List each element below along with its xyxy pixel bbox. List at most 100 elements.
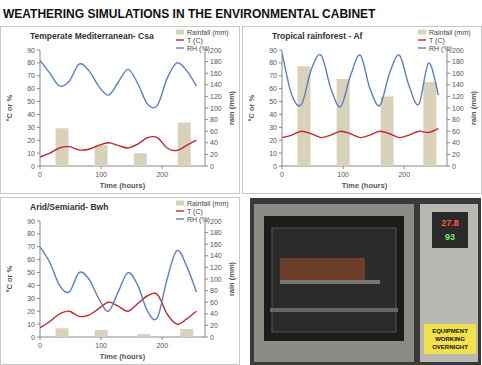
y-tick xyxy=(37,62,40,63)
x-tick xyxy=(101,337,102,340)
y2-tick xyxy=(205,154,208,155)
x-tick-label: 0 xyxy=(280,171,284,178)
legend-swatch xyxy=(176,210,184,211)
legend-label: T (C) xyxy=(187,37,203,45)
y2-tick xyxy=(447,73,450,74)
y2-tick xyxy=(205,96,208,97)
y2-tick-label: 200 xyxy=(452,47,464,54)
display-panel xyxy=(432,212,468,248)
y2-tick-label: 40 xyxy=(452,139,460,146)
y2-tick-label: 20 xyxy=(210,322,218,329)
y2-tick xyxy=(447,142,450,143)
x-tick xyxy=(404,166,405,169)
legend-swatch xyxy=(176,201,184,206)
y-axis-title: ºC or % xyxy=(5,265,14,292)
y-tick-label: 90 xyxy=(27,218,35,225)
y-tick xyxy=(37,101,40,102)
y-tick-label: 0 xyxy=(31,163,35,170)
plot-area xyxy=(40,247,196,337)
y2-tick-label: 160 xyxy=(210,241,222,248)
y2-tick-label: 200 xyxy=(210,47,222,54)
chart-title: Temperate Mediterranean- Csa xyxy=(30,31,154,41)
y-tick-label: 20 xyxy=(269,137,277,144)
y2-axis-title: rain (mm) xyxy=(469,90,478,125)
legend-swatch xyxy=(176,39,184,40)
legend-label: T (C) xyxy=(187,208,203,216)
series-line xyxy=(40,293,196,328)
y2-tick-label: 200 xyxy=(210,218,222,225)
y2-tick xyxy=(205,244,208,245)
y-tick xyxy=(37,285,40,286)
y-tick-label: 80 xyxy=(27,59,35,66)
y-tick-label: 70 xyxy=(27,243,35,250)
y2-tick xyxy=(205,61,208,62)
y-tick-label: 10 xyxy=(27,321,35,328)
chart-panel: Arid/Semiarid- Bwh0102030405060708090020… xyxy=(1,198,240,365)
rain-bar xyxy=(95,330,108,337)
x-tick-label: 100 xyxy=(95,171,107,178)
y-tick-label: 60 xyxy=(269,85,277,92)
y2-tick-label: 140 xyxy=(210,252,222,259)
y-tick-label: 20 xyxy=(27,308,35,315)
y2-tick-label: 0 xyxy=(210,163,214,170)
y2-tick xyxy=(205,131,208,132)
y2-tick-label: 0 xyxy=(452,163,456,170)
y2-tick xyxy=(205,119,208,120)
rain-bar xyxy=(423,82,436,166)
chart-panel: Tropical rainforest - Af0102030405060708… xyxy=(243,27,482,194)
y2-tick-label: 80 xyxy=(452,116,460,123)
display-value: 93 xyxy=(445,232,455,242)
y2-tick-label: 160 xyxy=(452,70,464,77)
legend-swatch xyxy=(176,218,184,219)
y2-tick-label: 60 xyxy=(210,299,218,306)
x-tick-label: 0 xyxy=(38,342,42,349)
y-tick-label: 0 xyxy=(273,163,277,170)
x-tick xyxy=(40,337,41,340)
figure-title: WEATHERING SIMULATIONS IN THE ENVIRONMEN… xyxy=(3,7,376,21)
chamber-interior xyxy=(264,216,404,341)
legend-swatch xyxy=(176,47,184,48)
y2-tick xyxy=(205,290,208,291)
y2-tick-label: 180 xyxy=(210,229,222,236)
y-tick xyxy=(37,114,40,115)
legend-label: Rainfall (mm) xyxy=(187,200,229,208)
y-tick xyxy=(37,221,40,222)
y-tick xyxy=(37,298,40,299)
y2-tick xyxy=(447,166,450,167)
legend-label: Rainfall (mm) xyxy=(187,29,229,37)
y-tick-label: 20 xyxy=(27,137,35,144)
panel-frame xyxy=(1,27,240,194)
y-tick xyxy=(279,75,282,76)
display-value: 27.8 xyxy=(441,218,459,228)
control-column xyxy=(420,204,478,362)
y2-tick-label: 40 xyxy=(210,310,218,317)
figure: WEATHERING SIMULATIONS IN THE ENVIRONMEN… xyxy=(0,0,482,365)
y2-tick xyxy=(205,84,208,85)
legend-label: RH (%) xyxy=(187,216,210,224)
y2-tick xyxy=(447,131,450,132)
y-tick-label: 30 xyxy=(269,124,277,131)
x-tick-label: 100 xyxy=(95,342,107,349)
y2-tick xyxy=(447,84,450,85)
y-tick xyxy=(37,324,40,325)
legend-label: RH (%) xyxy=(429,45,452,53)
x-tick xyxy=(162,166,163,169)
series-line xyxy=(40,137,196,157)
y-tick xyxy=(279,88,282,89)
legend-swatch xyxy=(418,30,426,35)
photo-background xyxy=(250,198,481,365)
rain-bar xyxy=(180,329,193,337)
y-tick xyxy=(279,140,282,141)
y-tick-label: 10 xyxy=(269,150,277,157)
y2-tick xyxy=(205,267,208,268)
y-tick xyxy=(37,311,40,312)
y2-tick xyxy=(205,142,208,143)
y-tick-label: 80 xyxy=(27,230,35,237)
y2-tick-label: 120 xyxy=(210,93,222,100)
y-tick xyxy=(37,272,40,273)
y-tick xyxy=(279,101,282,102)
y2-tick xyxy=(205,255,208,256)
series-line xyxy=(40,60,196,108)
y2-tick xyxy=(447,108,450,109)
rain-bar xyxy=(134,153,147,166)
